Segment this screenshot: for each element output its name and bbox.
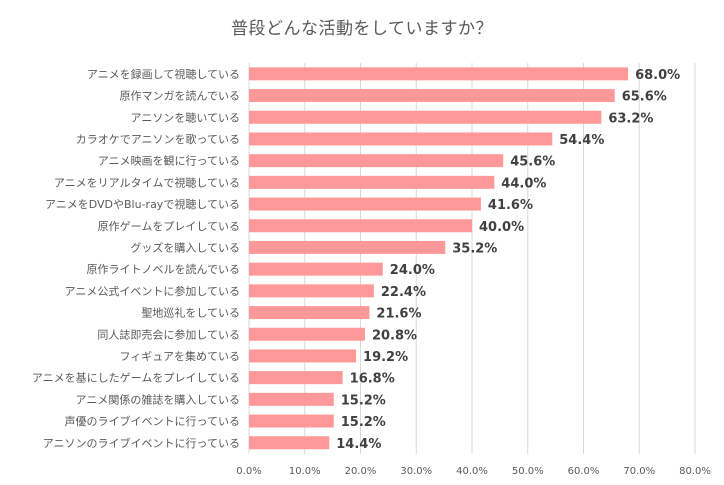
x-tick-label: 70.0%: [623, 466, 655, 477]
grid-layer: [248, 63, 696, 454]
category-label: 同人誌即売会に参加している: [97, 327, 240, 341]
data-label: 40.0%: [479, 220, 524, 235]
bar: [249, 327, 365, 341]
bar: [249, 219, 472, 233]
data-label: 19.2%: [363, 350, 408, 365]
data-label: 41.6%: [488, 198, 533, 213]
category-label: グッズを購入している: [130, 240, 240, 254]
bar-layer: [249, 67, 629, 450]
category-label: アニメを基にしたゲームをプレイしている: [32, 372, 240, 385]
bar: [249, 132, 553, 146]
x-tick-label: 80.0%: [679, 466, 711, 477]
category-label: アニソンを聴いている: [131, 111, 240, 124]
bar: [249, 89, 615, 103]
label-layer: 0.0% 10.0% 20.0% 30.0% 40.0% 50.0% 60.0% 70.0% 8…: [32, 67, 711, 477]
category-label: アニメをリアルタイムで視聴している: [54, 175, 240, 189]
bar: [249, 110, 602, 124]
data-label: 65.6%: [622, 90, 667, 105]
bar: [249, 306, 370, 320]
data-label: 16.8%: [350, 372, 395, 387]
bar: [249, 154, 504, 168]
data-label: 20.8%: [372, 328, 417, 343]
data-label: 68.0%: [635, 68, 680, 83]
x-tick-label: 50.0%: [512, 466, 544, 477]
data-label: 45.6%: [510, 155, 555, 170]
category-label: アニメをDVDやBlu-rayで視聴している: [45, 197, 240, 211]
data-label: 44.0%: [501, 176, 546, 191]
x-tick-label: 20.0%: [345, 466, 377, 477]
category-label: 声優のライブイベントに行っている: [65, 414, 240, 428]
bar: [249, 371, 343, 385]
data-label: 14.4%: [336, 437, 381, 452]
chart-title: 普段どんな活動をしていますか？: [231, 19, 493, 39]
data-label: 15.2%: [341, 393, 386, 408]
category-label: 原作マンガを読んでいる: [120, 89, 240, 103]
data-label: 54.4%: [559, 133, 604, 148]
bar: [249, 67, 629, 81]
bar: [249, 392, 334, 406]
category-label: フィギュアを集めている: [119, 349, 240, 363]
category-label: アニメ関係の雑誌を購入している: [76, 392, 240, 406]
bar: [249, 175, 495, 189]
category-label: 聖地巡礼をしている: [141, 306, 240, 320]
bar: [249, 240, 446, 254]
data-label: 35.2%: [452, 241, 497, 256]
category-label: カラオケでアニソンを歌っている: [76, 132, 240, 146]
bar: [249, 414, 334, 428]
bar: [249, 349, 357, 363]
category-label: アニメ公式イベントに参加している: [65, 284, 240, 298]
x-tick-label: 40.0%: [456, 466, 488, 477]
data-label: 21.6%: [376, 307, 421, 322]
x-tick-label: 10.0%: [289, 466, 321, 477]
bar: [249, 262, 383, 276]
bar: [249, 284, 374, 298]
bar: [249, 436, 330, 450]
category-label: アニメ映画を観に行っている: [98, 154, 240, 168]
x-tick-label: 60.0%: [568, 466, 600, 477]
x-tick-label: 30.0%: [400, 466, 432, 477]
category-label: 原作ライトノベルを読んでいる: [87, 262, 240, 276]
data-label: 63.2%: [608, 111, 653, 126]
category-label: 原作ゲームをプレイしている: [98, 220, 240, 233]
x-tick-label: 0.0%: [236, 466, 261, 477]
bar: [249, 197, 481, 211]
category-label: アニソンのライブイベントに行っている: [43, 436, 240, 450]
data-label: 22.4%: [381, 285, 426, 300]
data-label: 15.2%: [341, 415, 386, 430]
data-label: 24.0%: [390, 263, 435, 278]
category-label: アニメを録画して視聴している: [87, 67, 240, 81]
